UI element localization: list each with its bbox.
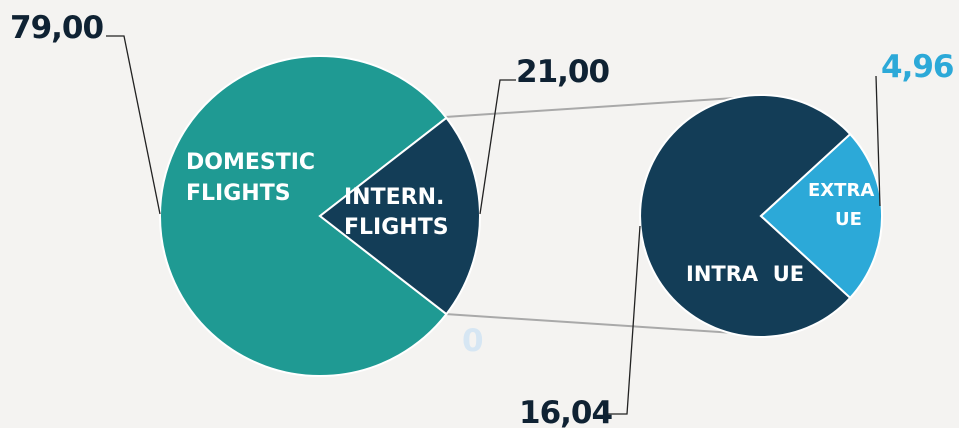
- value-label-intra: 16,04: [519, 395, 612, 428]
- intern-label-line1: INTERN.: [344, 185, 444, 210]
- pie-slice-domestic-flights: [159, 55, 448, 377]
- value-label-domestic: 79,00: [10, 10, 103, 46]
- value-label-zero: 0: [462, 323, 483, 359]
- extra-label-line1: EXTRA: [808, 180, 874, 201]
- connector-line-bottom: [444, 313, 751, 335]
- domestic-label-line2: FLIGHTS: [186, 181, 291, 206]
- leader-line-intra: [608, 225, 641, 415]
- domestic-label-line1: DOMESTIC: [186, 150, 315, 175]
- connector-line-top: [444, 96, 751, 118]
- extra-label-line2: UE: [835, 209, 862, 230]
- intra-label: INTRA UE: [686, 262, 804, 286]
- pie-slice-intern-flights: [318, 116, 481, 316]
- leader-line-domestic: [106, 35, 161, 215]
- value-label-extra: 4,96: [881, 49, 954, 85]
- leader-line-intern: [479, 79, 516, 215]
- value-label-intern: 21,00: [516, 54, 609, 90]
- pie-slice-extra-ue: [759, 132, 884, 300]
- pie-slice-intra-ue: [639, 94, 852, 338]
- leader-line-extra: [875, 75, 881, 207]
- intern-label-line2: FLIGHTS: [344, 215, 449, 240]
